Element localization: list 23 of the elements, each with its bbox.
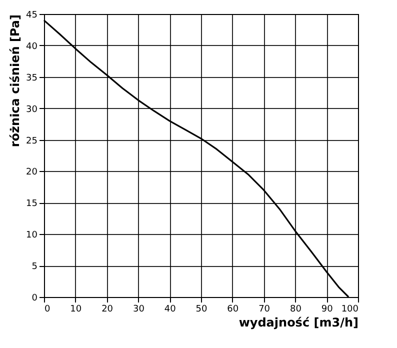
y-tick-label: 45 [26,10,38,20]
x-tick-label: 80 [290,304,302,314]
y-tick-label: 30 [26,104,38,115]
y-tick-label: 25 [26,136,38,146]
y-tick-label: 5 [32,262,38,272]
x-tick-label: 70 [258,304,270,314]
y-tick-label: 15 [26,199,38,210]
x-tick-label: 90 [321,304,334,314]
y-tick-label: 40 [26,42,38,52]
y-tick-label: 10 [26,230,38,241]
y-axis-title: różnica ciśnień [Pa] [8,14,22,148]
x-tick-label: 40 [164,304,176,314]
y-tick-label: 0 [32,294,38,304]
x-tick-label: 100 [341,304,359,314]
y-tick-label: 20 [26,168,38,178]
y-tick-label: 35 [26,73,38,84]
x-tick-label: 10 [70,304,82,314]
x-tick-label: 20 [102,304,114,314]
x-tick-label: 60 [227,304,239,314]
x-axis-title: wydajność [m3/h] [238,316,358,330]
x-tick-label: 30 [132,304,145,314]
x-tick-label: 50 [196,304,208,314]
x-tick-label: 0 [44,304,50,314]
